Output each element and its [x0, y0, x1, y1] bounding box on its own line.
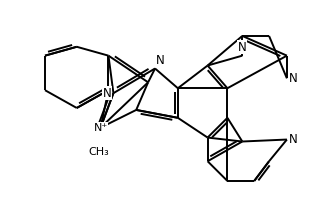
Text: N: N [238, 41, 247, 54]
Text: N: N [289, 133, 298, 146]
Text: N: N [289, 72, 298, 85]
Text: N⁺: N⁺ [93, 123, 108, 133]
Text: N: N [156, 54, 165, 67]
Text: N: N [103, 87, 111, 100]
Text: CH₃: CH₃ [88, 147, 109, 158]
